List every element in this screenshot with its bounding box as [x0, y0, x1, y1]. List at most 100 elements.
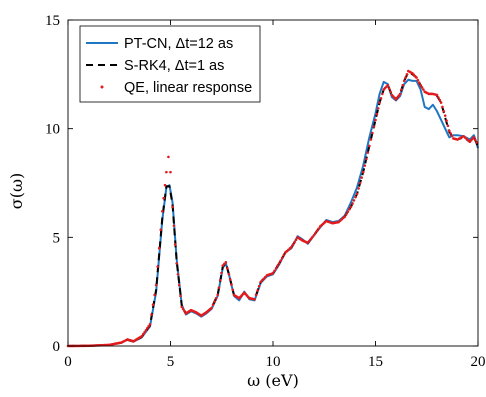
qe-point: [293, 240, 296, 244]
qe-point: [226, 267, 229, 270]
qe-point: [220, 271, 223, 275]
qe-point: [405, 73, 409, 76]
qe-point: [400, 88, 403, 91]
qe-point: [171, 205, 174, 209]
qe-point: [417, 81, 421, 84]
qe-point: [361, 170, 365, 174]
qe-point: [216, 293, 219, 297]
qe-point: [386, 83, 390, 87]
qe-point: [173, 243, 177, 246]
qe-point: [369, 138, 373, 141]
legend-swatch-qe: [100, 85, 104, 89]
qe-point: [254, 293, 258, 297]
qe-point: [183, 309, 186, 313]
qe-point: [442, 109, 446, 113]
qe-point: [144, 328, 148, 332]
qe-point: [445, 119, 448, 122]
qe-point: [420, 86, 424, 89]
qe-point: [253, 297, 256, 301]
qe-point: [282, 253, 286, 257]
legend-label-s-rk4: S-RK4, Δt=1 as: [124, 58, 224, 74]
y-tick-label: 5: [53, 230, 61, 246]
qe-point: [371, 131, 374, 135]
qe-point: [230, 283, 233, 286]
qe-point: [271, 271, 275, 275]
qe-point: [257, 284, 261, 288]
y-tick-label: 10: [45, 122, 60, 138]
qe-point: [140, 334, 144, 338]
qe-point: [224, 261, 228, 264]
qe-point: [181, 307, 185, 311]
qe-point: [141, 332, 145, 336]
qe-point: [416, 78, 420, 82]
qe-point: [401, 83, 405, 87]
qe-point: [291, 243, 295, 246]
qe-point: [260, 278, 264, 282]
qe-point: [214, 296, 218, 300]
qe-point: [344, 212, 348, 216]
qe-point: [358, 181, 362, 185]
qe-point: [415, 76, 418, 79]
qe-point: [448, 129, 451, 133]
qe-point: [437, 96, 440, 99]
qe-point: [397, 94, 401, 97]
qe-point: [213, 300, 216, 303]
qe-point: [357, 187, 360, 190]
qe-point: [449, 132, 452, 135]
qe-point: [354, 195, 357, 199]
qe-point: [228, 278, 232, 281]
y-axis-label: σ(ω): [7, 173, 26, 209]
qe-point: [366, 151, 370, 154]
qe-point: [351, 202, 354, 205]
qe-point: [306, 241, 310, 245]
qe-point: [422, 88, 425, 91]
qe-point: [374, 118, 377, 122]
qe-point: [389, 90, 392, 94]
qe-point: [217, 286, 221, 289]
qe-point: [364, 157, 368, 161]
qe-point: [419, 83, 422, 87]
qe-point: [368, 144, 371, 148]
qe-point: [294, 238, 298, 242]
qe-point: [348, 208, 351, 211]
qe-point: [161, 209, 164, 213]
qe-point: [435, 93, 439, 97]
legend-label-qe: QE, linear response: [124, 80, 252, 96]
qe-point: [165, 170, 168, 174]
qe-point: [177, 283, 181, 287]
qe-point: [443, 114, 447, 117]
qe-point: [150, 313, 153, 316]
qe-point: [162, 196, 165, 200]
qe-point: [210, 306, 213, 310]
qe-point: [169, 170, 172, 174]
qe-point: [231, 288, 235, 292]
qe-point: [438, 98, 442, 102]
qe-point: [290, 245, 293, 249]
qe-point: [439, 101, 443, 104]
qe-point: [218, 278, 222, 282]
qe-point: [156, 265, 159, 268]
qe-point: [180, 305, 184, 309]
qe-point: [276, 264, 279, 268]
x-tick-label: 0: [64, 354, 72, 370]
qe-point: [441, 105, 444, 109]
qe-point: [446, 124, 450, 128]
qe-point: [154, 283, 158, 287]
qe-point: [309, 237, 313, 241]
x-tick-label: 20: [471, 354, 486, 370]
x-axis-label: ω (eV): [247, 371, 299, 390]
qe-point: [363, 164, 367, 167]
qe-point: [473, 138, 477, 142]
qe-point: [176, 272, 180, 276]
qe-point: [379, 96, 383, 100]
qe-point: [349, 205, 353, 209]
qe-point: [256, 289, 259, 292]
qe-point: [145, 326, 149, 330]
qe-point: [402, 79, 406, 83]
qe-point: [227, 272, 231, 276]
qe-point: [352, 199, 356, 202]
qe-point: [163, 183, 167, 187]
y-tick-label: 0: [53, 339, 61, 355]
qe-point: [147, 324, 150, 328]
